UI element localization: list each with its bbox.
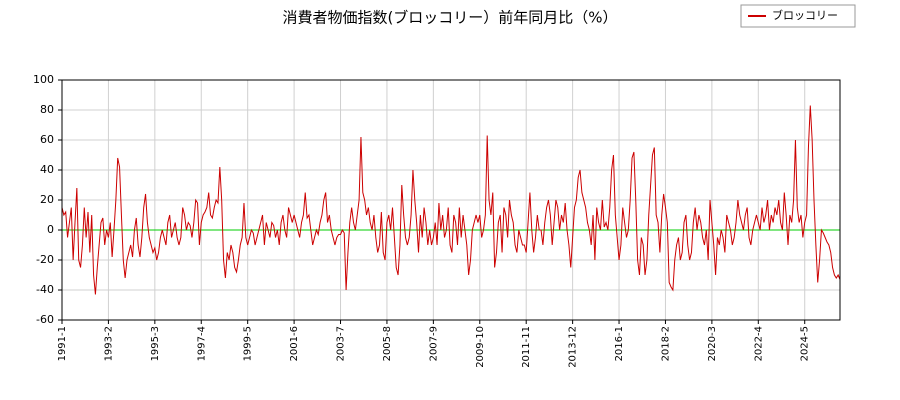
series-line xyxy=(61,105,841,295)
y-tick-label: -20 xyxy=(36,253,54,266)
x-tick-label: 2024-5 xyxy=(800,326,811,361)
y-tick-label: 100 xyxy=(33,73,54,86)
plot-frame xyxy=(61,79,841,321)
x-tick-label: 1993-2 xyxy=(103,326,114,361)
x-tick-label: 2018-2 xyxy=(660,326,671,361)
x-tick-label: 2011-11 xyxy=(521,326,532,368)
x-tick-label: 1999-5 xyxy=(243,326,254,361)
x-tick-label: 2003-7 xyxy=(336,326,347,361)
y-tick-label: 0 xyxy=(47,223,54,236)
x-tick-label: 2001-6 xyxy=(289,326,300,361)
y-tick-label: -60 xyxy=(36,313,54,326)
x-tick-label: 2020-3 xyxy=(707,326,718,361)
legend-label: ブロッコリー xyxy=(772,8,838,22)
x-tick-label: 2005-8 xyxy=(382,326,393,361)
x-tick-label: 1991-1 xyxy=(57,326,68,361)
x-tick-label: 2007-9 xyxy=(428,326,439,361)
y-tick-label: 80 xyxy=(40,103,54,116)
chart-title: 消費者物価指数(ブロッコリー）前年同月比（%） xyxy=(282,9,617,27)
legend-box xyxy=(740,4,856,28)
y-tick-label: 60 xyxy=(40,133,54,146)
x-tick-label: 2009-10 xyxy=(475,326,486,368)
x-tick-label: 2016-1 xyxy=(614,326,625,361)
y-tick-label: 20 xyxy=(40,193,54,206)
x-tick-label: 1995-3 xyxy=(150,326,161,361)
x-tick-label: 2022-4 xyxy=(753,326,764,361)
x-tick-label: 2013-12 xyxy=(568,326,579,368)
x-tick-label: 1997-4 xyxy=(196,326,207,361)
y-tick-label: 40 xyxy=(40,163,54,176)
y-tick-label: -40 xyxy=(36,283,54,296)
